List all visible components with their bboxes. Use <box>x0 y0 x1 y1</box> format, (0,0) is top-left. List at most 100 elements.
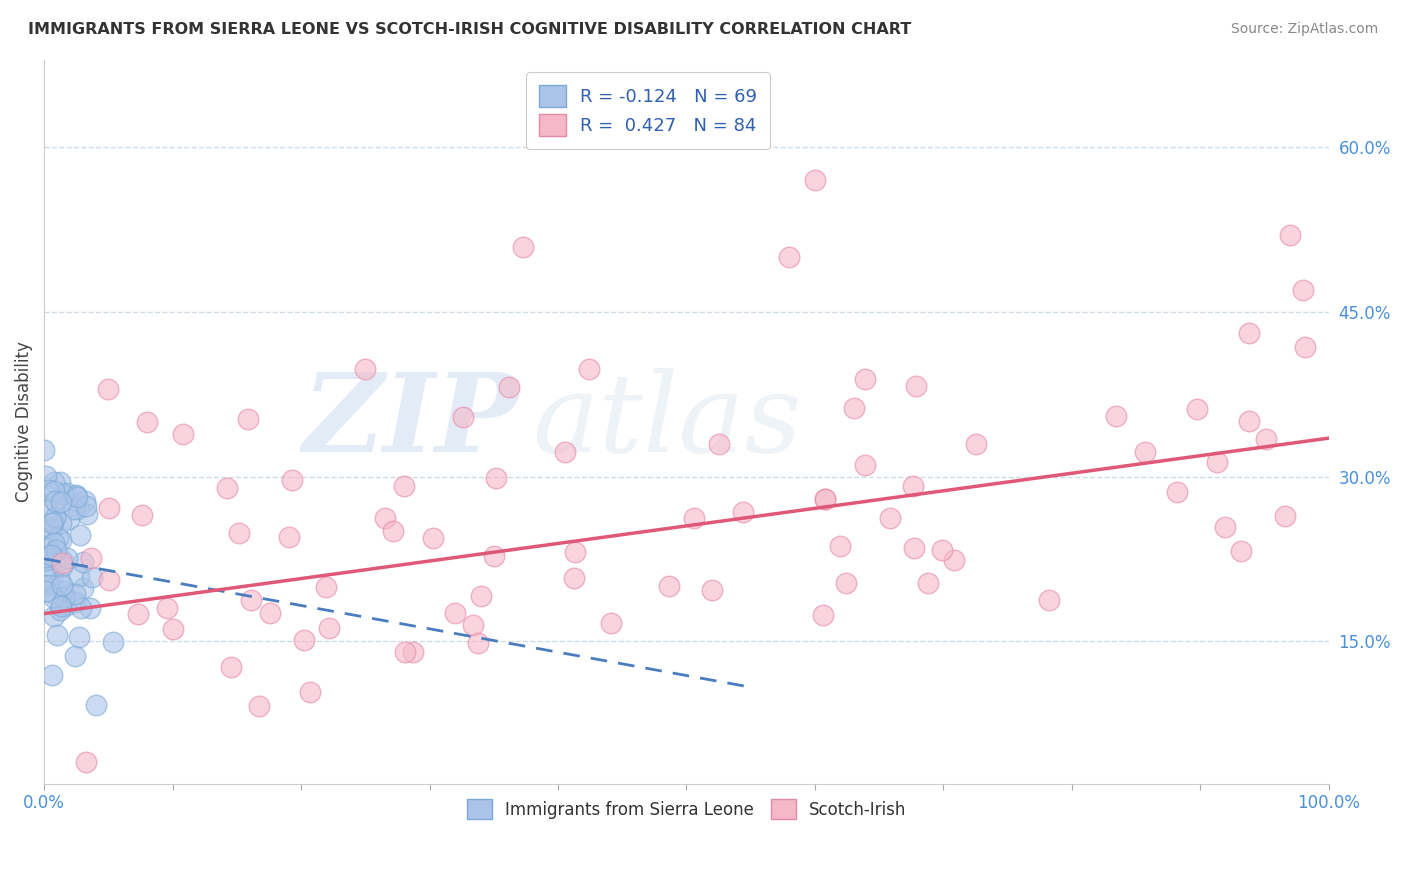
Point <box>554 444 576 458</box>
Text: IMMIGRANTS FROM SIERRA LEONE VS SCOTCH-IRISH COGNITIVE DISABILITY CORRELATION CH: IMMIGRANTS FROM SIERRA LEONE VS SCOTCH-I… <box>28 22 911 37</box>
Point <box>37 541 59 555</box>
Point <box>45 542 67 557</box>
Point <box>42 483 65 498</box>
Point <box>41 590 63 604</box>
Point <box>1230 543 1253 558</box>
Point <box>394 479 416 493</box>
Point <box>46 531 69 545</box>
Point <box>564 544 586 558</box>
Point <box>97 501 120 516</box>
Point <box>1206 454 1229 468</box>
Point <box>56 551 79 566</box>
Point <box>700 582 723 597</box>
Point <box>470 589 492 603</box>
Point <box>45 496 67 510</box>
Point <box>42 515 65 529</box>
Point <box>65 488 87 502</box>
Point <box>451 409 474 424</box>
Point <box>879 511 901 525</box>
Point <box>318 621 340 635</box>
Point <box>101 635 124 649</box>
Point <box>49 574 72 588</box>
Point <box>41 569 63 583</box>
Point <box>238 412 260 426</box>
Point <box>51 556 73 570</box>
Point <box>37 503 59 517</box>
Point <box>75 755 97 769</box>
Point <box>41 549 63 563</box>
Point <box>903 479 925 493</box>
Point <box>835 576 858 591</box>
Point <box>658 579 681 593</box>
Point <box>277 530 299 544</box>
Point <box>42 535 65 549</box>
Point <box>1254 432 1277 446</box>
Point <box>444 606 467 620</box>
Point <box>62 502 84 516</box>
Point <box>733 505 755 519</box>
Point <box>58 512 80 526</box>
Point <box>1237 415 1260 429</box>
Point <box>38 578 60 592</box>
Point <box>931 543 953 558</box>
Point <box>402 645 425 659</box>
Point <box>75 493 97 508</box>
Point <box>72 581 94 595</box>
Point <box>52 583 75 598</box>
Point <box>804 173 827 187</box>
Point <box>463 617 485 632</box>
Point <box>69 527 91 541</box>
Point <box>965 437 987 451</box>
Point <box>84 698 107 712</box>
Point <box>80 570 103 584</box>
Point <box>215 482 238 496</box>
Point <box>41 516 63 530</box>
Point <box>1185 401 1208 416</box>
Point <box>1213 520 1236 534</box>
Point <box>1038 593 1060 607</box>
Point <box>41 522 63 536</box>
Point <box>156 601 179 615</box>
Point <box>37 483 59 498</box>
Point <box>1294 340 1316 354</box>
Point <box>56 486 79 500</box>
Point <box>44 509 66 524</box>
Point <box>51 559 73 574</box>
Point <box>512 239 534 253</box>
Point <box>292 633 315 648</box>
Point <box>1237 326 1260 340</box>
Point <box>67 569 90 583</box>
Point <box>52 590 75 604</box>
Point <box>382 524 405 538</box>
Point <box>709 436 731 450</box>
Y-axis label: Cognitive Disability: Cognitive Disability <box>15 342 32 502</box>
Legend: Immigrants from Sierra Leone, Scotch-Irish: Immigrants from Sierra Leone, Scotch-Iri… <box>460 792 912 826</box>
Point <box>354 362 377 376</box>
Point <box>65 489 87 503</box>
Point <box>1279 228 1302 243</box>
Point <box>683 510 706 524</box>
Point <box>34 577 56 591</box>
Point <box>79 600 101 615</box>
Point <box>467 636 489 650</box>
Point <box>498 379 520 393</box>
Point <box>240 593 263 607</box>
Text: Source: ZipAtlas.com: Source: ZipAtlas.com <box>1230 22 1378 37</box>
Point <box>422 532 444 546</box>
Point <box>41 586 63 600</box>
Point <box>1105 409 1128 423</box>
Point <box>842 401 865 415</box>
Point <box>34 468 56 483</box>
Point <box>1292 283 1315 297</box>
Point <box>51 553 73 567</box>
Point <box>48 475 70 489</box>
Point <box>35 553 58 567</box>
Point <box>135 415 157 429</box>
Point <box>172 427 194 442</box>
Point <box>46 628 69 642</box>
Point <box>247 698 270 713</box>
Point <box>917 576 939 591</box>
Point <box>813 608 835 623</box>
Point <box>97 382 120 396</box>
Point <box>37 550 59 565</box>
